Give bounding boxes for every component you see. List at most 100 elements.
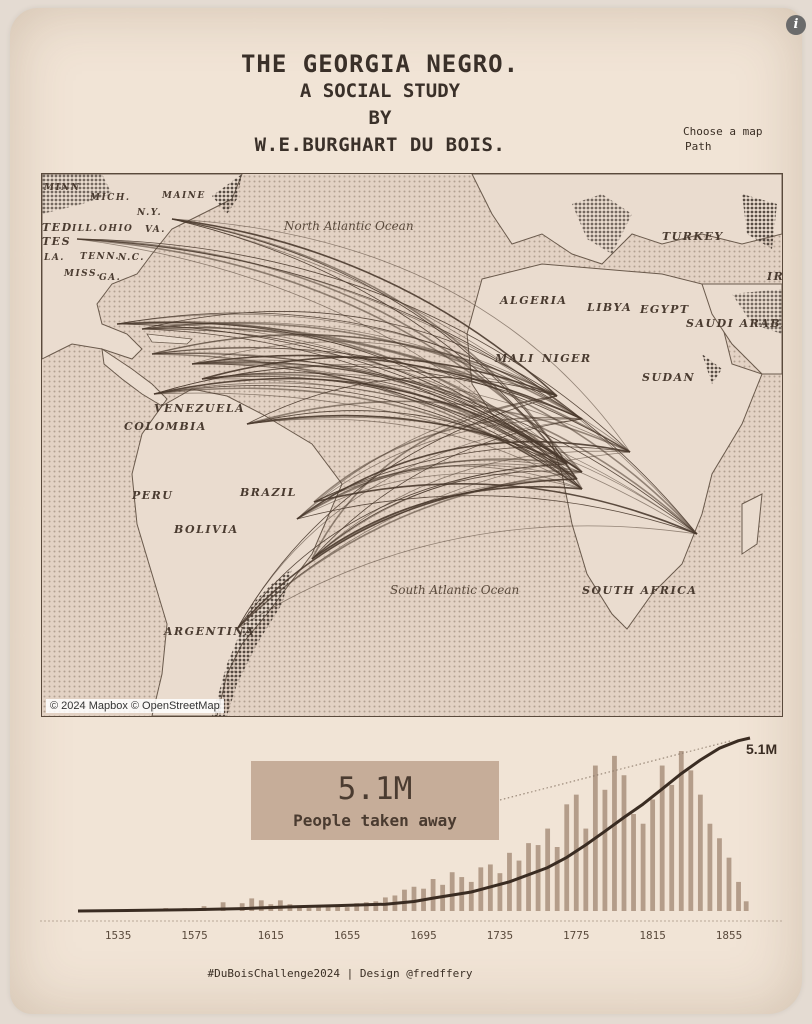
map-selector-option-path[interactable]: Path — [685, 140, 712, 153]
route-arc[interactable] — [201, 372, 631, 453]
label-mali: MALI — [494, 352, 535, 365]
bar[interactable] — [297, 907, 302, 911]
route-arc[interactable] — [296, 473, 583, 520]
bar[interactable] — [306, 908, 312, 911]
route-arc[interactable] — [236, 525, 698, 630]
route-arc[interactable] — [191, 363, 583, 490]
bar[interactable] — [249, 898, 255, 911]
bar[interactable] — [554, 847, 560, 911]
bar[interactable] — [497, 873, 503, 911]
bar[interactable] — [325, 907, 331, 911]
route-arc[interactable] — [153, 382, 568, 465]
route-arc[interactable] — [313, 483, 698, 535]
bar[interactable] — [373, 901, 379, 911]
bar[interactable] — [743, 901, 749, 911]
route-arc[interactable] — [76, 238, 631, 453]
bar[interactable] — [707, 823, 713, 911]
route-arc[interactable] — [236, 463, 568, 630]
bar[interactable] — [717, 838, 722, 911]
bar[interactable] — [535, 845, 541, 911]
route-arc[interactable] — [141, 311, 558, 397]
bar[interactable] — [612, 755, 617, 911]
route-arc[interactable] — [153, 377, 583, 473]
bar[interactable] — [277, 900, 283, 911]
cumulative-line[interactable] — [77, 736, 751, 913]
bar[interactable] — [258, 900, 264, 911]
bar[interactable] — [631, 814, 636, 911]
route-arc[interactable] — [141, 327, 583, 473]
map-canvas[interactable]: MINN MAINE MICH. N.Y. ILL. OHIO VA. TED … — [42, 174, 782, 716]
route-arc[interactable] — [151, 353, 698, 535]
route-arc[interactable] — [171, 218, 698, 535]
bar[interactable] — [621, 775, 627, 911]
route-arc[interactable] — [153, 387, 578, 480]
bar[interactable] — [650, 799, 656, 911]
bar[interactable] — [697, 794, 703, 911]
route-arc[interactable] — [313, 416, 583, 503]
route-arc[interactable] — [246, 410, 578, 480]
bar[interactable] — [583, 828, 589, 911]
route-arc[interactable] — [236, 478, 578, 630]
route-arc[interactable] — [296, 418, 583, 520]
map-view[interactable]: MINN MAINE MICH. N.Y. ILL. OHIO VA. TED … — [41, 173, 783, 717]
bar[interactable] — [449, 872, 455, 911]
bar[interactable] — [344, 907, 350, 911]
route-arc[interactable] — [191, 361, 583, 473]
route-arc[interactable] — [296, 459, 583, 520]
bar[interactable] — [669, 784, 675, 911]
route-arc[interactable] — [311, 486, 583, 560]
route-arc[interactable] — [236, 471, 583, 630]
route-arc[interactable] — [171, 218, 631, 453]
bar[interactable] — [688, 770, 694, 911]
route-arc[interactable] — [201, 378, 698, 535]
route-arc[interactable] — [296, 495, 698, 535]
bar[interactable] — [316, 906, 321, 911]
route-arc[interactable] — [246, 416, 698, 535]
slave-route-arcs[interactable] — [76, 218, 698, 630]
bar[interactable] — [545, 828, 551, 911]
bar[interactable] — [516, 860, 522, 911]
route-arc[interactable] — [116, 323, 578, 480]
route-arc[interactable] — [246, 414, 568, 465]
bar[interactable] — [363, 902, 369, 911]
bar[interactable] — [220, 902, 226, 911]
route-arc[interactable] — [171, 218, 558, 397]
route-arc[interactable] — [236, 418, 583, 630]
route-arc[interactable] — [76, 238, 578, 480]
route-arc[interactable] — [296, 440, 631, 520]
route-arc[interactable] — [76, 238, 583, 473]
route-arc[interactable] — [141, 328, 578, 480]
route-arc[interactable] — [153, 392, 698, 535]
route-arc[interactable] — [116, 313, 558, 397]
bar[interactable] — [736, 881, 741, 911]
bar[interactable] — [602, 789, 608, 911]
route-arc[interactable] — [313, 463, 583, 503]
route-arc[interactable] — [191, 361, 698, 535]
timeline-chart[interactable]: 5.1M 1535 1575 1615 1655 1695 1735 1775 1815 1855 — [0, 725, 812, 955]
route-arc[interactable] — [296, 395, 558, 520]
bar[interactable] — [354, 903, 360, 911]
bar[interactable] — [678, 751, 684, 911]
route-arc[interactable] — [191, 363, 568, 465]
route-arc[interactable] — [296, 458, 568, 520]
bar[interactable] — [402, 889, 407, 911]
bar[interactable] — [430, 879, 436, 911]
route-arc[interactable] — [171, 218, 568, 465]
route-arc[interactable] — [191, 341, 558, 397]
bar[interactable] — [411, 886, 417, 911]
bar[interactable] — [526, 843, 531, 911]
bar[interactable] — [335, 905, 341, 911]
route-arc[interactable] — [151, 346, 568, 465]
map-selector[interactable]: Choose a map Path — [683, 125, 762, 153]
route-arc[interactable] — [246, 418, 583, 490]
info-icon[interactable]: i — [786, 15, 806, 35]
route-arc[interactable] — [171, 218, 583, 490]
route-arc[interactable] — [311, 470, 583, 560]
route-arc[interactable] — [153, 385, 583, 490]
bar[interactable] — [726, 857, 732, 911]
bar[interactable] — [659, 765, 665, 911]
map-attribution[interactable]: © 2024 Mapbox © OpenStreetMap — [46, 699, 224, 713]
bar[interactable] — [640, 823, 646, 911]
bar[interactable] — [468, 881, 474, 911]
route-arc[interactable] — [116, 321, 568, 465]
